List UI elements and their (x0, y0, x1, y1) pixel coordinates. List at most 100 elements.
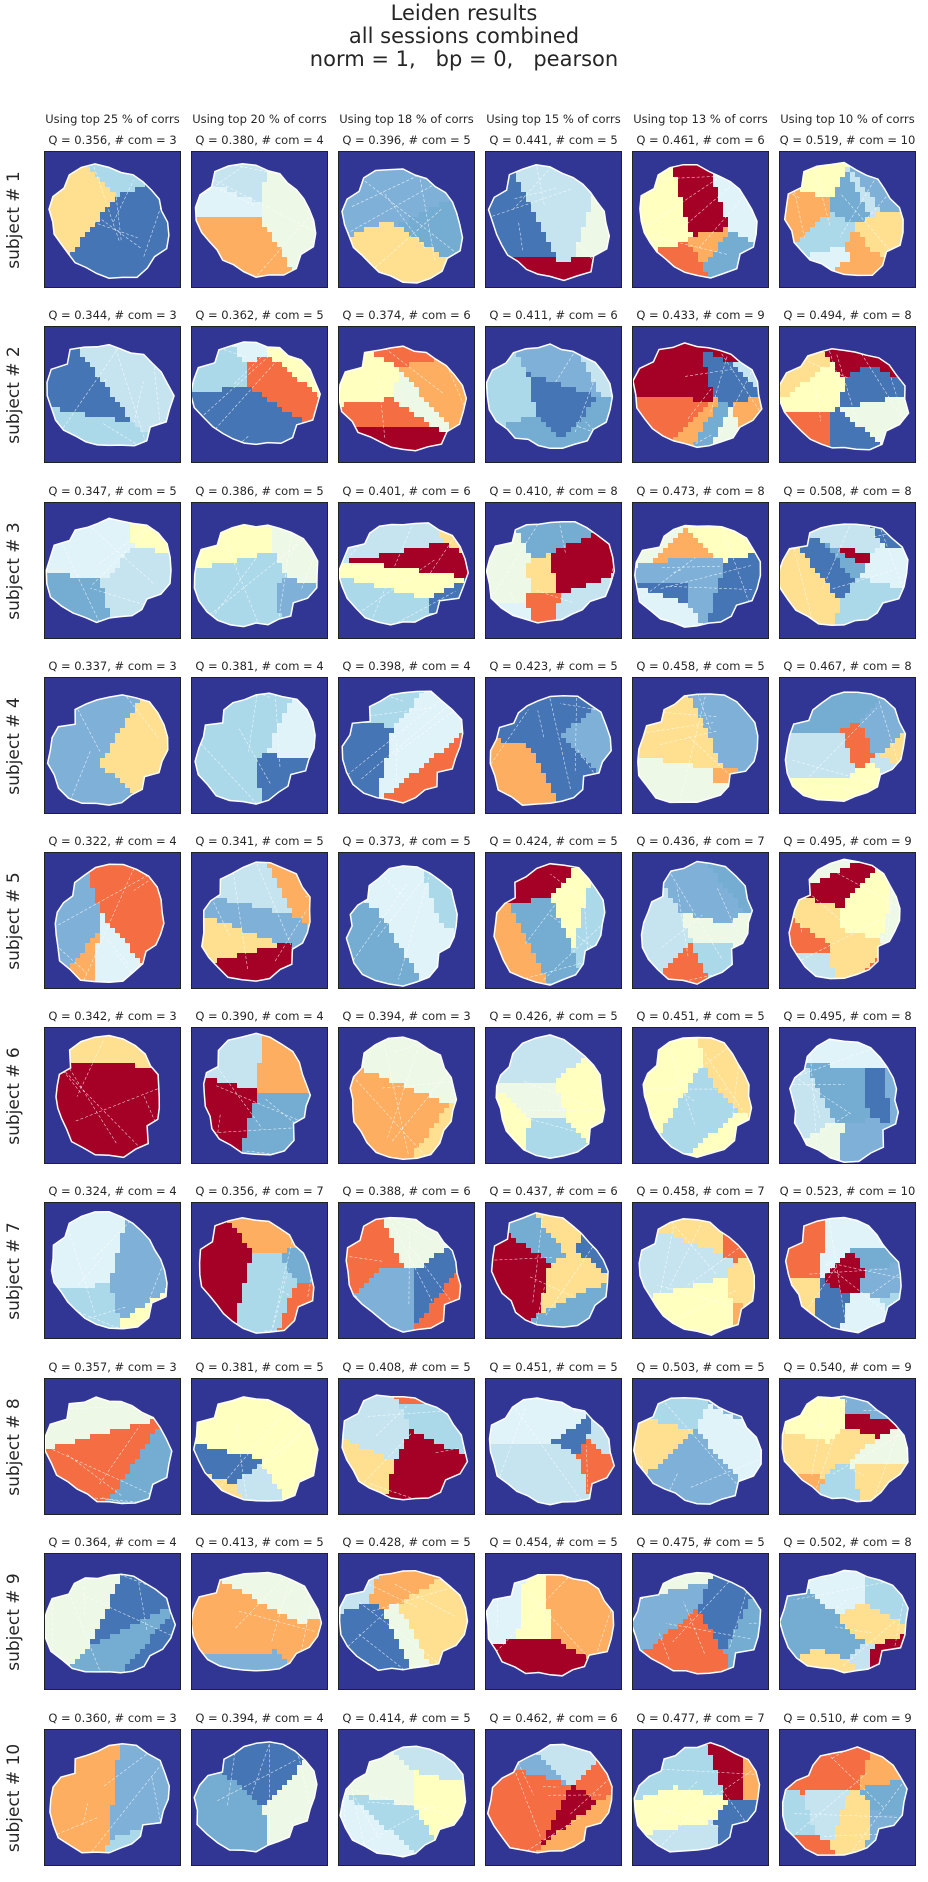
community-cell (85, 252, 91, 258)
community-cell (693, 164, 699, 168)
community-cell (120, 367, 126, 373)
community-cell (292, 237, 298, 243)
community-cell (728, 197, 734, 203)
community-cell (257, 172, 263, 178)
community-cell (668, 167, 674, 173)
community-cell (75, 257, 81, 263)
community-cell (496, 207, 502, 213)
community-cell (414, 237, 420, 243)
community-cell (855, 252, 861, 258)
community-cell (576, 202, 582, 208)
community-cell (845, 212, 851, 218)
community-cell (80, 227, 86, 233)
community-cell (850, 242, 856, 248)
community-cell (693, 257, 699, 263)
community-cell (648, 197, 654, 203)
community-cell (444, 212, 450, 218)
community-cell (140, 362, 146, 368)
community-cell (145, 197, 151, 203)
community-cell (875, 237, 881, 243)
community-cell (668, 232, 674, 238)
community-cell (723, 192, 729, 198)
community-cell (394, 257, 400, 263)
community-cell (845, 192, 851, 198)
community-cell (870, 267, 876, 273)
community-cell (840, 197, 846, 203)
community-cell (120, 252, 126, 258)
community-cell (125, 422, 131, 428)
community-cell (419, 222, 425, 228)
community-cell (135, 352, 141, 358)
community-cell (302, 212, 308, 218)
community-cell (414, 207, 420, 213)
community-cell (561, 192, 567, 198)
community-cell (723, 262, 729, 268)
community-cell (678, 172, 684, 178)
community-cell (890, 212, 896, 218)
community-cell (693, 247, 699, 253)
community-cell (870, 192, 876, 198)
community-cell (526, 222, 532, 228)
community-cell (359, 222, 365, 228)
community-cell (232, 257, 238, 263)
community-cell (65, 417, 71, 423)
community-cell (75, 367, 81, 373)
community-cell (581, 262, 587, 268)
community-cell (110, 207, 116, 213)
community-cell (409, 237, 415, 243)
community-cell (551, 197, 557, 203)
community-cell (845, 177, 851, 183)
community-cell (825, 177, 831, 183)
community-cell (860, 272, 866, 276)
community-cell (576, 182, 582, 188)
community-cell (728, 202, 734, 208)
community-cell (120, 357, 126, 363)
community-cell (885, 242, 891, 248)
community-cell (546, 232, 552, 238)
community-cell (277, 237, 283, 243)
community-cell (586, 257, 592, 263)
community-cell (855, 247, 861, 253)
community-cell (541, 222, 547, 228)
community-cell (511, 177, 517, 183)
community-cell (723, 182, 729, 188)
community-cell (506, 212, 512, 218)
community-cell (202, 232, 208, 238)
community-cell (115, 362, 121, 368)
community-cell (125, 227, 131, 233)
community-cell (379, 172, 385, 178)
community-cell (359, 242, 365, 248)
community-cell (374, 247, 380, 253)
community-cell (541, 252, 547, 258)
community-cell (394, 242, 400, 248)
community-cell (95, 167, 101, 173)
community-cell (130, 187, 136, 193)
community-cell (439, 197, 445, 203)
community-cell (277, 232, 283, 238)
community-cell (60, 382, 66, 388)
community-cell (639, 207, 644, 213)
community-cell (120, 202, 126, 208)
community-cell (100, 227, 106, 233)
community-cell (364, 237, 370, 243)
community-cell (252, 242, 258, 248)
community-cell (282, 227, 288, 233)
community-cell (217, 192, 223, 198)
community-cell (738, 202, 744, 208)
community-cell (95, 362, 101, 368)
community-cell (384, 227, 390, 233)
community-cell (150, 377, 156, 383)
community-cell (135, 217, 141, 223)
community-cell (297, 242, 303, 248)
community-cell (277, 187, 283, 193)
community-cell (409, 207, 415, 213)
community-cell (653, 242, 659, 248)
community-cell (795, 207, 801, 213)
community-cell (688, 267, 694, 273)
community-cell (267, 237, 273, 243)
panel-title: Q = 0.380, # com = 4 (185, 133, 335, 147)
community-cell (748, 212, 754, 218)
community-cell (743, 212, 749, 218)
community-cell (531, 252, 537, 258)
community-cell (60, 242, 66, 248)
